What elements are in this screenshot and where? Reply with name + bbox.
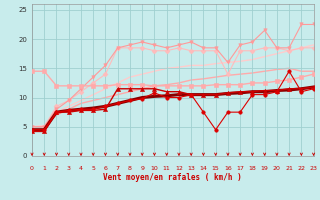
- X-axis label: Vent moyen/en rafales ( km/h ): Vent moyen/en rafales ( km/h ): [103, 174, 242, 183]
